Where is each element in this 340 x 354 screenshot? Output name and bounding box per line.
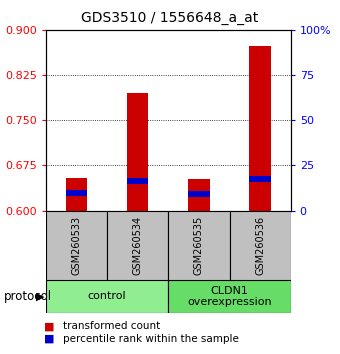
Bar: [46, 280, 168, 313]
Bar: [249, 46, 271, 211]
Text: GDS3510 / 1556648_a_at: GDS3510 / 1556648_a_at: [81, 11, 259, 25]
Text: ■: ■: [44, 334, 55, 344]
Text: GSM260534: GSM260534: [133, 216, 143, 275]
Text: control: control: [88, 291, 126, 302]
Bar: [168, 211, 230, 280]
Text: transformed count: transformed count: [63, 321, 160, 331]
Bar: [127, 93, 148, 211]
Text: GSM260533: GSM260533: [71, 216, 82, 275]
Bar: [168, 280, 291, 313]
Text: GSM260536: GSM260536: [255, 216, 265, 275]
Text: percentile rank within the sample: percentile rank within the sample: [63, 334, 239, 344]
Bar: [66, 177, 87, 211]
Bar: [249, 176, 271, 182]
Bar: [46, 211, 107, 280]
Text: ▶: ▶: [36, 291, 44, 301]
Bar: [66, 189, 87, 195]
Bar: [127, 178, 148, 184]
Text: protocol: protocol: [3, 290, 52, 303]
Bar: [230, 211, 291, 280]
Text: CLDN1
overexpression: CLDN1 overexpression: [187, 286, 272, 307]
Bar: [107, 211, 168, 280]
Bar: [188, 179, 209, 211]
Text: ■: ■: [44, 321, 55, 331]
Bar: [188, 192, 209, 198]
Text: GSM260535: GSM260535: [194, 216, 204, 275]
